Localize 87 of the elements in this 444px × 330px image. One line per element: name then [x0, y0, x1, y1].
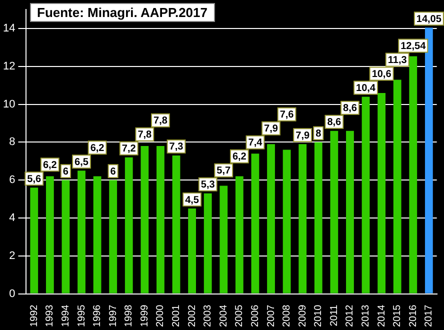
bar	[140, 146, 149, 294]
data-label: 10,4	[356, 82, 376, 94]
x-tick-label: 2015	[392, 304, 404, 328]
bar	[188, 208, 196, 294]
bar	[30, 188, 38, 294]
data-label: 6,2	[42, 160, 58, 171]
y-tick-label: 0	[9, 288, 16, 300]
x-tick-label: 2017	[424, 304, 435, 328]
data-label: 6	[110, 166, 116, 178]
data-label: 6,2	[232, 152, 247, 163]
data-label: 6	[62, 166, 69, 178]
x-tick-label: 2014	[376, 304, 388, 328]
x-tick-label: 2009	[297, 304, 308, 328]
data-label: 7,8	[154, 116, 168, 127]
x-tick-label: 2016	[408, 304, 419, 328]
data-label: 7,9	[296, 130, 310, 142]
bar	[172, 155, 180, 294]
data-label: 5,3	[200, 180, 216, 191]
data-label: 7,8	[138, 130, 152, 141]
bar	[78, 170, 86, 294]
x-tick-label: 1998	[124, 304, 135, 328]
bar	[124, 157, 133, 294]
data-label: 5,7	[216, 166, 232, 177]
x-tick-label: 2007	[266, 304, 277, 328]
x-tick-label: 1996	[92, 304, 104, 328]
y-tick-label: 12	[2, 60, 16, 72]
y-tick-label: 4	[9, 212, 16, 224]
bar	[378, 92, 386, 294]
x-tick-label: 1992	[28, 304, 40, 328]
x-tick-label: 2002	[186, 304, 198, 328]
bar	[346, 130, 354, 294]
x-tick-label: 1993	[44, 304, 56, 328]
x-tick-label: 2006	[250, 304, 261, 328]
y-tick-label: 6	[9, 174, 16, 186]
data-label: 7,9	[264, 124, 278, 135]
data-label: 10,6	[372, 68, 392, 80]
data-label: 11,3	[388, 54, 408, 66]
x-tick-label: 1995	[76, 304, 88, 328]
x-tick-label: 2004	[218, 304, 230, 328]
bar	[46, 176, 54, 294]
data-label: 12,54	[400, 40, 426, 52]
data-label: 6,2	[90, 142, 105, 154]
x-tick-label: 2000	[155, 304, 166, 328]
data-label: 8	[316, 128, 322, 140]
bar	[109, 180, 118, 294]
bar	[267, 144, 275, 294]
data-label: 8,6	[327, 117, 342, 128]
y-tick-label: 14	[2, 22, 16, 35]
x-tick-label: 2008	[282, 304, 293, 328]
data-label: 7,6	[280, 110, 294, 121]
y-tick-label: 8	[9, 136, 16, 148]
bar	[62, 180, 70, 294]
bar	[330, 130, 338, 294]
bar	[314, 142, 322, 294]
bar	[409, 56, 418, 294]
x-tick-label: 1997	[108, 304, 119, 328]
data-label: 5,6	[27, 174, 42, 185]
bar	[204, 193, 212, 294]
x-tick-label: 2012	[344, 304, 356, 328]
x-tick-label: 1999	[139, 304, 150, 328]
x-tick-label: 1994	[60, 304, 72, 328]
y-tick-label: 10	[2, 98, 16, 110]
bar	[424, 28, 433, 294]
x-tick-label: 2010	[313, 304, 324, 328]
x-tick-label: 2001	[171, 304, 182, 328]
x-tick-label: 2003	[202, 304, 214, 328]
bar	[251, 154, 260, 294]
bar	[235, 176, 244, 294]
bar	[393, 80, 402, 294]
data-label: 7,3	[169, 142, 184, 153]
x-tick-label: 2011	[328, 304, 340, 326]
data-label: 7,4	[248, 138, 263, 149]
bar	[220, 186, 228, 294]
y-tick-label: 2	[9, 250, 16, 262]
data-label: 14,05	[416, 14, 442, 25]
bar	[156, 146, 164, 294]
x-tick-label: 2005	[234, 304, 246, 328]
data-label: 4,5	[185, 194, 200, 206]
x-tick-label: 2013	[360, 304, 372, 328]
data-label: 7,2	[122, 144, 136, 155]
bar	[298, 144, 307, 294]
bar	[93, 176, 102, 294]
bar	[282, 150, 291, 294]
bar	[362, 96, 370, 294]
data-label: 8,6	[343, 103, 358, 114]
chart-title: Fuente: Minagri. AAPP.2017	[30, 3, 214, 22]
data-label: 6,5	[74, 156, 89, 168]
